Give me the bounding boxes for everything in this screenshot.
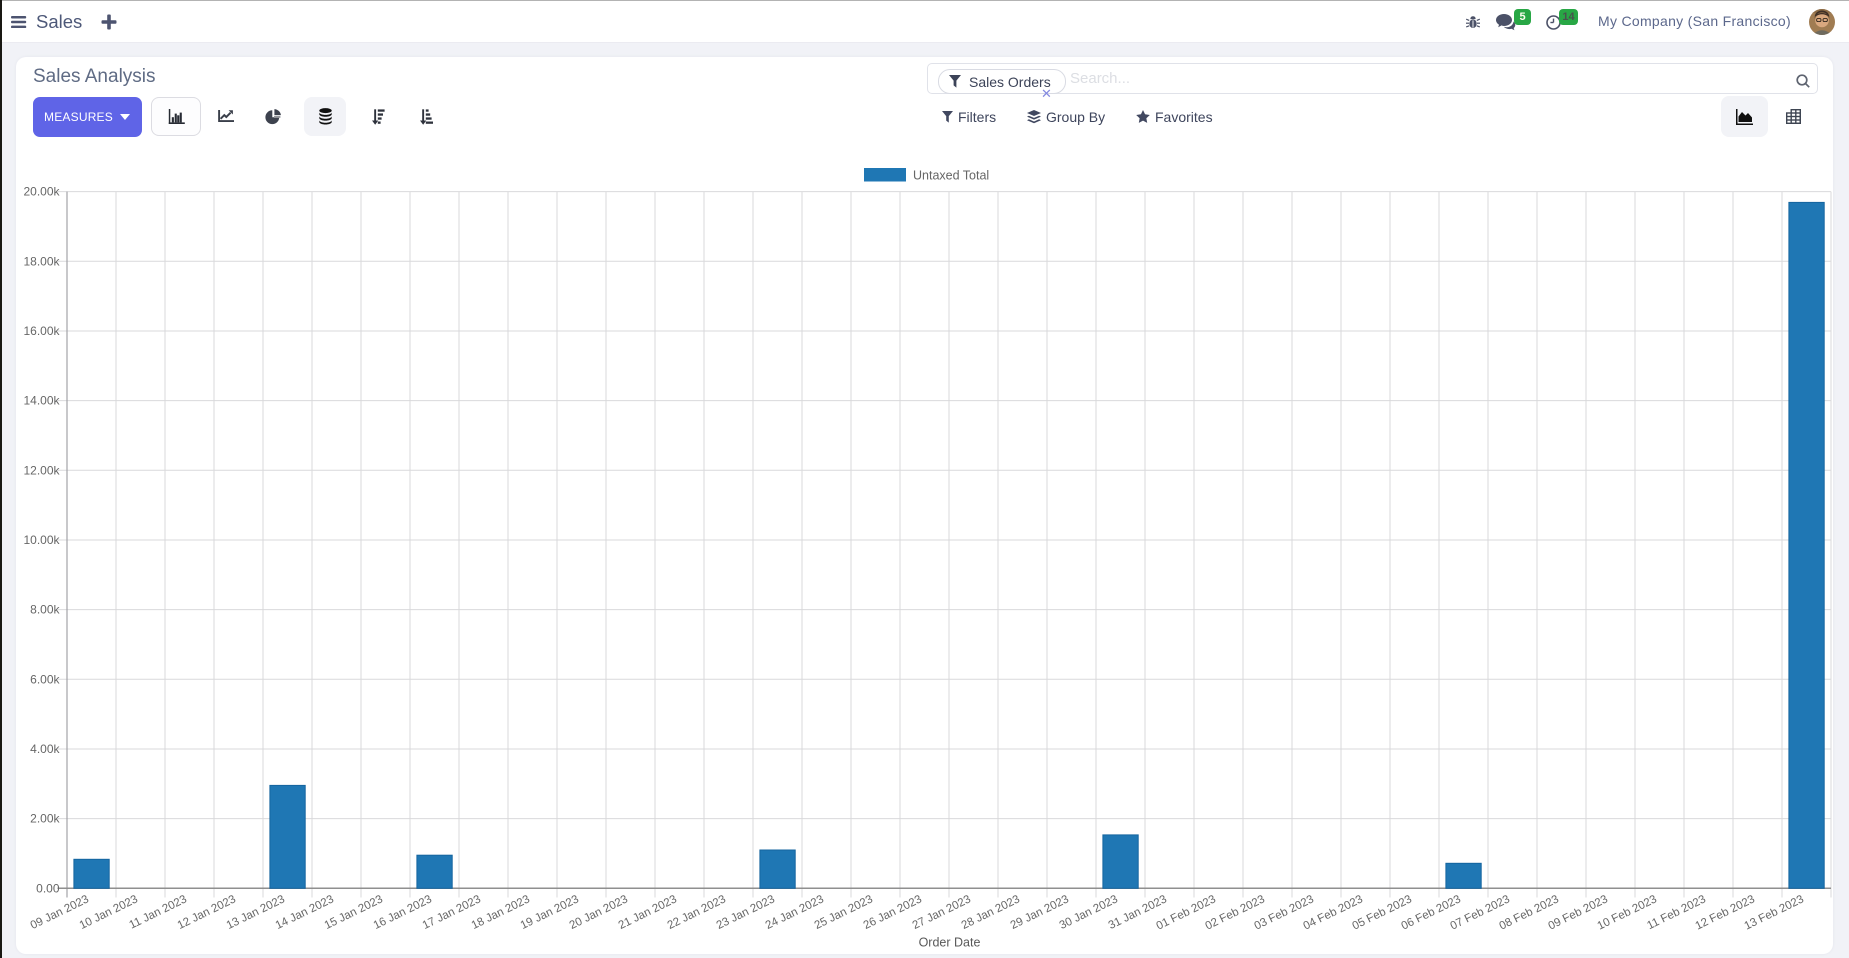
svg-text:2.00k: 2.00k (30, 812, 60, 826)
svg-text:4.00k: 4.00k (30, 742, 60, 756)
svg-text:20.00k: 20.00k (23, 185, 60, 199)
svg-text:16.00k: 16.00k (23, 324, 60, 338)
svg-text:0.00: 0.00 (36, 881, 60, 895)
svg-text:6.00k: 6.00k (30, 672, 60, 686)
svg-text:10.00k: 10.00k (23, 533, 60, 547)
svg-text:Untaxed Total: Untaxed Total (913, 169, 989, 183)
svg-text:8.00k: 8.00k (30, 603, 60, 617)
svg-text:12.00k: 12.00k (23, 463, 60, 477)
svg-text:Order Date: Order Date (919, 936, 981, 950)
svg-text:18.00k: 18.00k (23, 254, 60, 268)
svg-text:14.00k: 14.00k (23, 394, 60, 408)
